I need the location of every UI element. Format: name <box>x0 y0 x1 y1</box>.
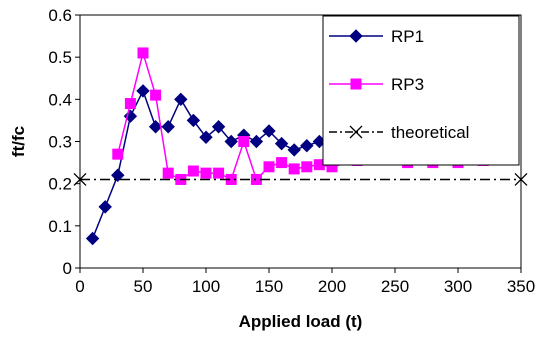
x-marker-stroke <box>349 125 363 139</box>
data-point <box>137 47 149 59</box>
y-tick-label: 0 <box>63 259 72 278</box>
y-tick-label: 0.6 <box>48 6 72 25</box>
data-point <box>514 172 528 186</box>
legend: RP1 RP3 theoretical <box>322 15 520 166</box>
legend-label: theoretical <box>391 123 469 142</box>
y-tick-label: 0.1 <box>48 217 72 236</box>
x-tick-label: 250 <box>381 277 409 296</box>
x-tick-label: 350 <box>507 277 535 296</box>
data-point <box>274 136 289 151</box>
legend-label: RP1 <box>391 27 424 46</box>
data-point <box>250 173 262 185</box>
data-point <box>288 163 300 175</box>
y-tick-label: 0.4 <box>48 90 72 109</box>
data-point <box>301 161 313 173</box>
data-point <box>276 157 288 169</box>
data-point <box>249 134 264 149</box>
data-point <box>161 120 175 134</box>
data-point <box>211 120 226 134</box>
series-theoretical <box>73 172 528 186</box>
x-tick-label: 150 <box>255 277 283 296</box>
data-point <box>73 172 87 186</box>
data-point <box>148 120 163 134</box>
data-point <box>111 168 125 182</box>
data-point <box>263 161 275 173</box>
y-tick-label: 0.2 <box>48 175 72 194</box>
data-point <box>262 124 276 138</box>
data-point <box>187 165 199 177</box>
axes: 0 0.1 0.2 0.3 0.4 0.5 0.6 0 50 100 150 200 250 300 350… <box>9 6 535 331</box>
data-point <box>174 92 188 107</box>
x-tick-label: 50 <box>134 277 153 296</box>
x-marker-stroke <box>514 172 528 186</box>
x-marker-stroke <box>73 172 87 186</box>
x-tick-label: 300 <box>444 277 472 296</box>
x-axis-title: Applied load (t) <box>239 312 363 331</box>
legend-swatch-marker <box>350 78 362 90</box>
x-tick-label: 0 <box>75 277 84 296</box>
y-tick-label: 0.3 <box>48 133 72 152</box>
x-tick-label: 200 <box>318 277 346 296</box>
legend-entry-theoretical: theoretical <box>329 123 469 142</box>
data-point <box>213 167 225 179</box>
legend-entry-rp1: RP1 <box>329 27 424 46</box>
data-point <box>186 113 201 128</box>
data-point <box>150 89 162 101</box>
data-point <box>224 134 238 149</box>
data-point <box>98 200 112 214</box>
data-point <box>200 167 212 179</box>
x-tick-label: 100 <box>192 277 220 296</box>
legend-entry-rp3: RP3 <box>329 75 424 94</box>
legend-swatch-marker <box>349 29 363 43</box>
y-tick-label: 0.5 <box>48 48 72 67</box>
data-point <box>162 167 174 179</box>
y-axis-title: ft/fc <box>9 126 28 157</box>
legend-swatch-marker <box>349 125 363 139</box>
data-point <box>85 231 100 246</box>
data-point <box>136 84 150 98</box>
data-point <box>238 136 250 147</box>
data-point <box>287 143 301 157</box>
data-point <box>199 130 213 144</box>
data-point <box>112 148 124 160</box>
legend-label: RP3 <box>391 75 424 94</box>
data-point <box>124 98 136 110</box>
data-point <box>300 139 314 153</box>
